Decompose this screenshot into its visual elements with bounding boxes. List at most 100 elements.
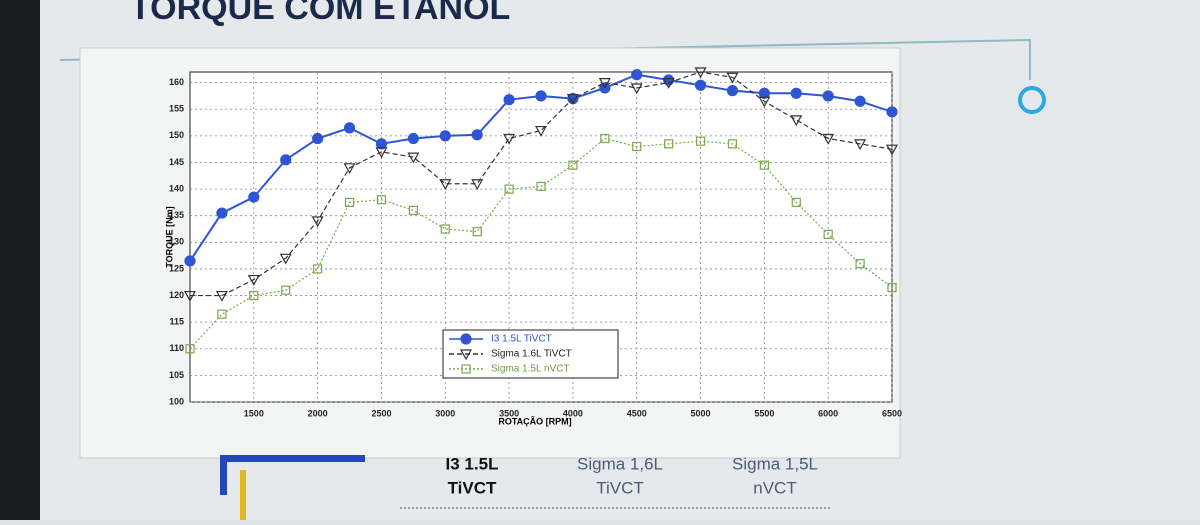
y-tick-label: 105 bbox=[169, 370, 184, 380]
x-tick-label: 1500 bbox=[244, 408, 264, 418]
point bbox=[886, 106, 898, 118]
point bbox=[471, 179, 484, 191]
point bbox=[249, 290, 259, 301]
point bbox=[790, 115, 803, 127]
point bbox=[632, 141, 642, 152]
point bbox=[407, 132, 419, 145]
point bbox=[598, 78, 611, 89]
point bbox=[343, 163, 356, 175]
y-axis-label: TORQUE [Nm] bbox=[164, 206, 174, 267]
x-tick-label: 6500 bbox=[882, 408, 902, 418]
point bbox=[279, 253, 292, 265]
point bbox=[885, 144, 899, 156]
point bbox=[280, 154, 292, 166]
point bbox=[566, 94, 579, 105]
point bbox=[887, 282, 897, 293]
comparison-header: I3 1.5L TiVCT Sigma 1,6L TiVCT Sigma 1,5L nVC… bbox=[446, 454, 818, 497]
screen-edge bbox=[0, 0, 40, 520]
y-tick-label: 135 bbox=[169, 210, 184, 220]
x-tick-label: 5000 bbox=[691, 408, 711, 418]
point bbox=[311, 216, 324, 228]
comparison-label: Sigma 1,5L bbox=[732, 454, 818, 473]
point bbox=[503, 133, 516, 145]
y-tick-label: 140 bbox=[169, 183, 184, 193]
point bbox=[216, 207, 228, 219]
point bbox=[503, 94, 515, 106]
point bbox=[568, 160, 578, 170]
point bbox=[664, 139, 674, 149]
point bbox=[695, 136, 706, 146]
point bbox=[534, 125, 548, 137]
legend-label: I3 1.5L TiVCT bbox=[491, 334, 552, 345]
legend-marker bbox=[459, 349, 473, 361]
point bbox=[184, 255, 196, 267]
point bbox=[726, 85, 739, 97]
point bbox=[281, 285, 291, 295]
x-tick-label: 4500 bbox=[627, 408, 647, 418]
point bbox=[183, 290, 197, 302]
point bbox=[472, 227, 482, 237]
point bbox=[790, 87, 802, 99]
point bbox=[855, 259, 865, 269]
point bbox=[822, 90, 834, 102]
point bbox=[504, 184, 514, 194]
point bbox=[439, 179, 452, 191]
comparison-label: I3 1.5L bbox=[446, 454, 499, 473]
x-axis-label: ROTAÇÃO [RPM] bbox=[498, 416, 571, 426]
x-tick-label: 3000 bbox=[435, 408, 455, 418]
point bbox=[535, 90, 547, 102]
chart-title: TORQUE COM ETANOL bbox=[130, 0, 510, 27]
x-tick-label: 2000 bbox=[308, 408, 328, 418]
point bbox=[759, 160, 769, 170]
point bbox=[215, 290, 228, 302]
point bbox=[471, 129, 483, 141]
y-tick-label: 155 bbox=[169, 104, 184, 114]
comparison-label: nVCT bbox=[753, 478, 796, 497]
point bbox=[343, 122, 356, 134]
x-tick-label: 3500 bbox=[499, 408, 519, 418]
x-tick-label: 2500 bbox=[371, 408, 391, 418]
point bbox=[375, 147, 388, 159]
point bbox=[440, 224, 450, 234]
y-tick-label: 100 bbox=[169, 396, 184, 406]
series-line bbox=[190, 71, 893, 297]
point bbox=[217, 309, 227, 319]
comparison-label: Sigma 1,6L bbox=[577, 454, 663, 473]
point bbox=[600, 133, 610, 144]
point bbox=[822, 133, 835, 145]
comparison-label: TiVCT bbox=[448, 478, 497, 497]
legend-marker bbox=[460, 333, 472, 345]
y-tick-label: 150 bbox=[169, 130, 184, 140]
point bbox=[536, 181, 546, 192]
legend-label: Sigma 1.5L nVCT bbox=[491, 364, 570, 375]
point bbox=[726, 72, 739, 84]
decor-bar bbox=[220, 455, 365, 462]
decor-bar bbox=[240, 470, 246, 520]
y-tick-label: 125 bbox=[169, 263, 184, 273]
decor-circle bbox=[1018, 86, 1046, 114]
point bbox=[727, 139, 738, 149]
point bbox=[823, 229, 833, 239]
x-tick-label: 4000 bbox=[563, 408, 583, 418]
point bbox=[694, 79, 707, 91]
point bbox=[407, 152, 420, 164]
point bbox=[408, 205, 418, 215]
point bbox=[439, 130, 451, 142]
point bbox=[185, 344, 195, 354]
point bbox=[758, 87, 770, 99]
point bbox=[248, 191, 260, 203]
point bbox=[376, 195, 387, 205]
point bbox=[854, 139, 867, 151]
y-tick-label: 160 bbox=[169, 77, 184, 87]
point bbox=[758, 96, 771, 108]
point bbox=[247, 274, 260, 286]
y-tick-label: 130 bbox=[169, 237, 184, 247]
y-tick-label: 120 bbox=[169, 290, 184, 300]
point bbox=[791, 197, 801, 208]
y-tick-label: 145 bbox=[169, 157, 184, 167]
comparison-label: TiVCT bbox=[596, 478, 644, 497]
x-tick-label: 6000 bbox=[818, 408, 838, 418]
point bbox=[630, 83, 643, 95]
legend-box bbox=[442, 329, 619, 379]
